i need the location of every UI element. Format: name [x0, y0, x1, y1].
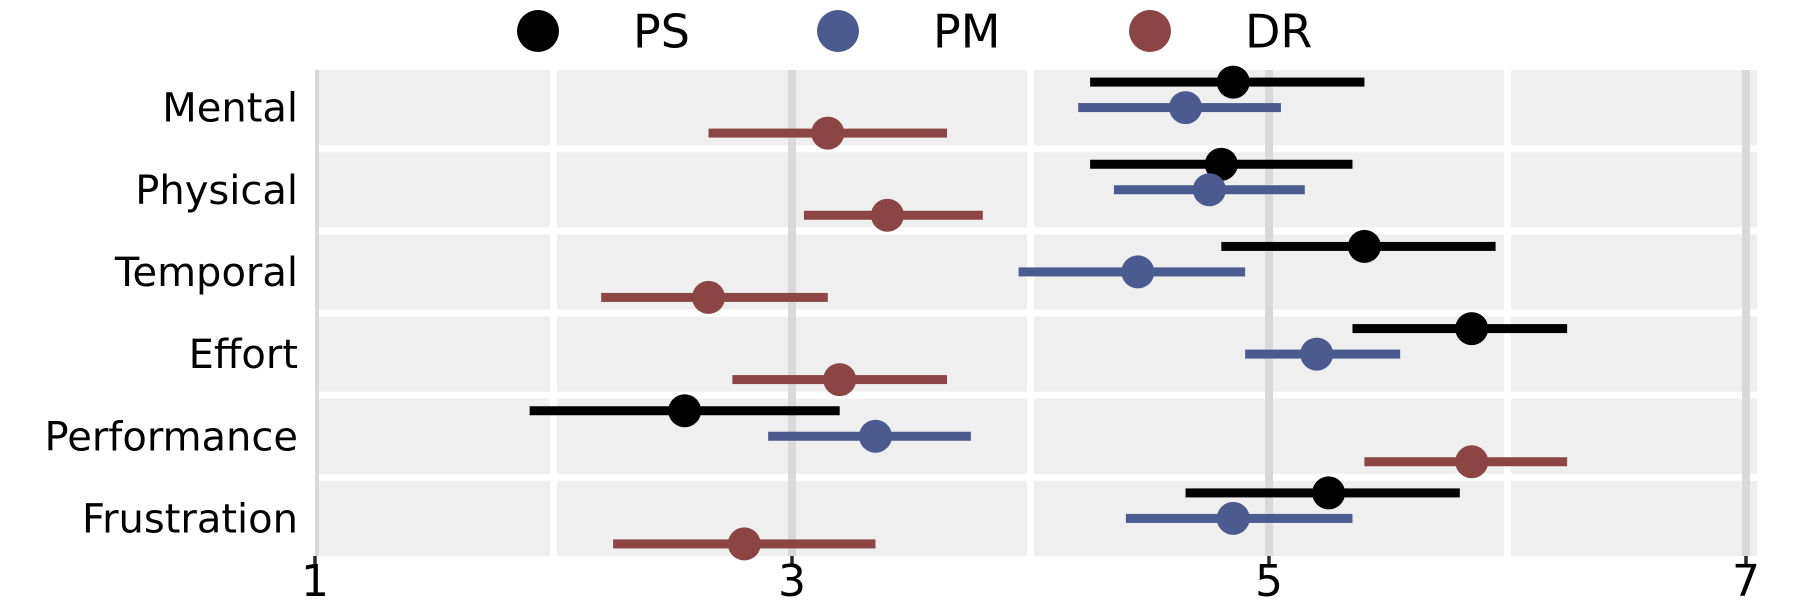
legend-dot: [517, 10, 559, 52]
x-tick-label: 3: [778, 556, 806, 600]
grid-line-major: [1742, 70, 1750, 556]
data-point-pm: [1121, 255, 1155, 289]
category-label: Mental: [162, 86, 298, 132]
legend-label: PS: [633, 5, 690, 59]
x-tick-label: 1: [301, 556, 329, 600]
x-tick: [1267, 556, 1271, 564]
data-point-ps: [1204, 147, 1238, 181]
data-point-pm: [858, 419, 892, 453]
x-tick: [313, 556, 317, 564]
plot-band: [315, 70, 1757, 146]
data-point-dr: [692, 280, 726, 314]
data-point-ps: [1312, 476, 1346, 510]
data-point-dr: [823, 363, 857, 397]
data-point-pm: [1300, 337, 1334, 371]
data-point-dr: [811, 116, 845, 150]
data-point-dr: [727, 527, 761, 561]
legend-label: PM: [933, 5, 1000, 59]
category-label: Physical: [135, 168, 298, 214]
data-point-ps: [1347, 229, 1381, 263]
grid-line-minor: [1027, 70, 1034, 556]
data-point-pm: [1216, 501, 1250, 535]
data-point-pm: [1169, 91, 1203, 125]
grid-line-major: [788, 70, 796, 556]
data-point-dr: [1455, 445, 1489, 479]
grid-line-minor: [550, 70, 557, 556]
data-point-ps: [1455, 312, 1489, 346]
data-point-ps: [1216, 65, 1250, 99]
category-label: Frustration: [82, 496, 298, 542]
category-label: Temporal: [114, 250, 298, 296]
x-tick: [790, 556, 794, 564]
x-tick: [1744, 556, 1748, 564]
grid-line-minor: [1504, 70, 1511, 556]
plot-band: [315, 480, 1757, 556]
x-tick-label: 7: [1732, 556, 1760, 600]
data-point-ps: [668, 394, 702, 428]
legend-dot: [817, 10, 859, 52]
x-tick-label: 5: [1255, 556, 1283, 600]
legend-label: DR: [1245, 5, 1312, 59]
category-label: Performance: [45, 414, 298, 460]
category-label: Effort: [189, 332, 298, 378]
grid-line-major: [1265, 70, 1273, 556]
data-point-dr: [870, 198, 904, 232]
grid-line-major: [315, 70, 319, 556]
plot-band: [315, 152, 1757, 228]
legend-dot: [1129, 10, 1171, 52]
data-point-pm: [1192, 173, 1226, 207]
